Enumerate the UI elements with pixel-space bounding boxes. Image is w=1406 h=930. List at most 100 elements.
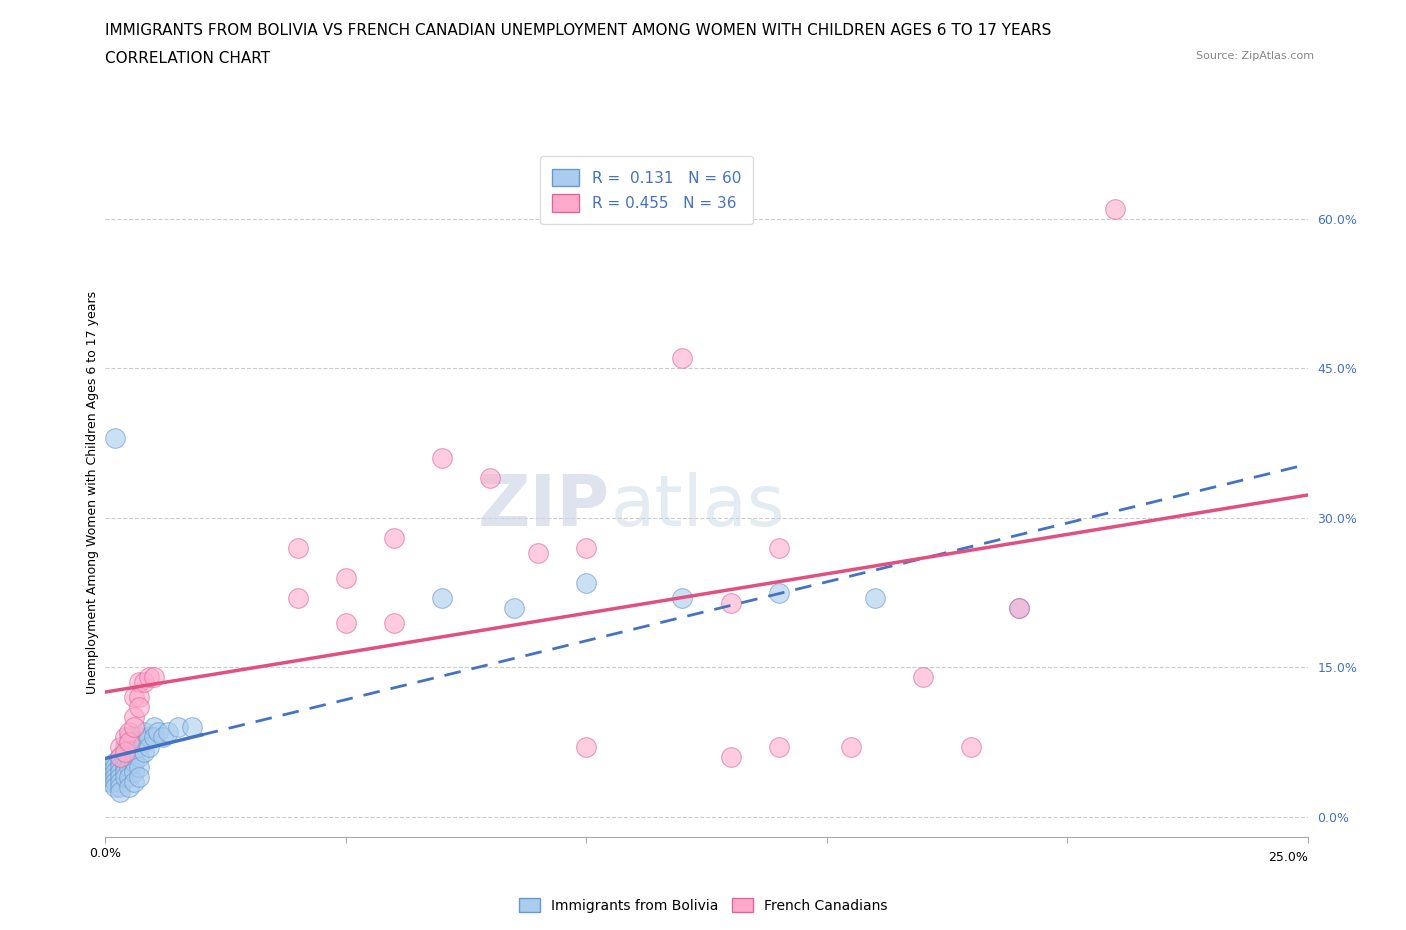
Point	[132, 675, 155, 690]
Point	[118, 735, 141, 750]
Point	[128, 770, 150, 785]
Point	[382, 530, 405, 545]
Point	[104, 779, 127, 794]
Point	[1008, 600, 1031, 615]
Point	[671, 591, 693, 605]
Point	[114, 730, 136, 745]
Point	[768, 540, 790, 555]
Point	[124, 690, 146, 705]
Point	[98, 770, 121, 785]
Point	[104, 760, 127, 775]
Point	[114, 739, 136, 754]
Point	[128, 739, 150, 754]
Point	[108, 755, 131, 770]
Point	[911, 670, 934, 684]
Text: Source: ZipAtlas.com: Source: ZipAtlas.com	[1197, 51, 1315, 61]
Point	[118, 750, 141, 764]
Point	[104, 755, 127, 770]
Point	[118, 739, 141, 754]
Point	[382, 615, 405, 630]
Point	[128, 750, 150, 764]
Point	[108, 775, 131, 790]
Point	[768, 739, 790, 754]
Point	[152, 730, 174, 745]
Point	[132, 724, 155, 739]
Point	[124, 745, 146, 760]
Point	[132, 735, 155, 750]
Point	[335, 615, 357, 630]
Text: IMMIGRANTS FROM BOLIVIA VS FRENCH CANADIAN UNEMPLOYMENT AMONG WOMEN WITH CHILDRE: IMMIGRANTS FROM BOLIVIA VS FRENCH CANADI…	[105, 23, 1052, 38]
Point	[104, 775, 127, 790]
Point	[671, 351, 693, 365]
Point	[142, 730, 165, 745]
Legend: Immigrants from Bolivia, French Canadians: Immigrants from Bolivia, French Canadian…	[513, 893, 893, 919]
Point	[108, 770, 131, 785]
Point	[114, 755, 136, 770]
Point	[98, 764, 121, 779]
Point	[114, 745, 136, 760]
Point	[142, 670, 165, 684]
Point	[128, 730, 150, 745]
Point	[114, 760, 136, 775]
Point	[124, 735, 146, 750]
Point	[98, 760, 121, 775]
Point	[128, 675, 150, 690]
Text: CORRELATION CHART: CORRELATION CHART	[105, 51, 270, 66]
Point	[108, 785, 131, 800]
Point	[118, 779, 141, 794]
Point	[479, 471, 502, 485]
Point	[104, 764, 127, 779]
Point	[114, 745, 136, 760]
Point	[124, 764, 146, 779]
Point	[863, 591, 886, 605]
Legend: R =  0.131   N = 60, R = 0.455   N = 36: R = 0.131 N = 60, R = 0.455 N = 36	[540, 156, 754, 224]
Point	[118, 724, 141, 739]
Point	[839, 739, 862, 754]
Point	[166, 720, 188, 735]
Point	[503, 600, 526, 615]
Point	[108, 764, 131, 779]
Point	[108, 779, 131, 794]
Point	[142, 720, 165, 735]
Point	[527, 545, 550, 560]
Point	[132, 745, 155, 760]
Point	[768, 585, 790, 600]
Point	[124, 775, 146, 790]
Point	[108, 739, 131, 754]
Point	[118, 770, 141, 785]
Point	[128, 760, 150, 775]
Point	[156, 724, 179, 739]
Point	[124, 720, 146, 735]
Point	[108, 760, 131, 775]
Point	[128, 700, 150, 715]
Point	[138, 739, 160, 754]
Y-axis label: Unemployment Among Women with Children Ages 6 to 17 years: Unemployment Among Women with Children A…	[86, 291, 98, 695]
Point	[104, 770, 127, 785]
Point	[1008, 600, 1031, 615]
Point	[575, 739, 598, 754]
Point	[118, 730, 141, 745]
Point	[138, 730, 160, 745]
Text: ZIP: ZIP	[478, 472, 610, 541]
Point	[138, 670, 160, 684]
Point	[128, 690, 150, 705]
Point	[114, 764, 136, 779]
Point	[430, 450, 453, 465]
Point	[108, 750, 131, 764]
Point	[118, 760, 141, 775]
Point	[148, 724, 170, 739]
Point	[720, 750, 742, 764]
Text: atlas: atlas	[610, 472, 785, 541]
Point	[124, 755, 146, 770]
Point	[720, 595, 742, 610]
Point	[575, 576, 598, 591]
Text: 25.0%: 25.0%	[1268, 851, 1308, 864]
Point	[108, 750, 131, 764]
Point	[124, 710, 146, 724]
Point	[335, 570, 357, 585]
Point	[104, 431, 127, 445]
Point	[98, 775, 121, 790]
Point	[1104, 201, 1126, 216]
Point	[287, 540, 309, 555]
Point	[181, 720, 204, 735]
